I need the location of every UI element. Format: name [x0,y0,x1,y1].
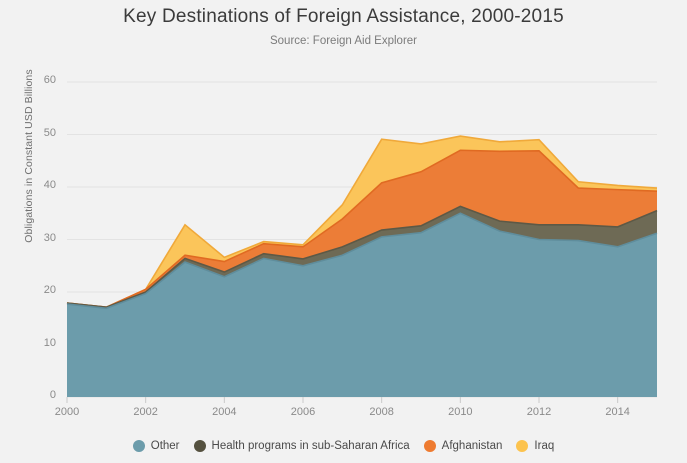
area-outline [66,149,658,309]
legend-item-afghanistan[interactable]: Afghanistan [423,440,503,452]
x-tick-label: 2008 [369,406,394,418]
area-outline [66,205,658,309]
chart-legend: Other Health programs in sub-Saharan Afr… [0,440,687,452]
area-outline [66,212,658,310]
legend-swatch-other [132,440,145,452]
x-tick-label: 2012 [526,406,552,418]
x-tick-label: 2000 [54,406,80,418]
legend-item-other[interactable]: Other [132,440,180,452]
chart-title: Key Destinations of Foreign Assistance, … [123,6,564,27]
x-tick-label: 2014 [605,406,630,418]
legend-swatch-afghanistan [423,440,436,452]
y-tick-label: 30 [43,231,56,244]
x-tick-label: 2006 [290,406,316,418]
y-tick-label: 20 [43,284,56,296]
y-tick-label: 50 [43,126,56,139]
area-outline [66,135,658,309]
y-tick-label: 60 [43,74,56,86]
chart-subtitle: Source: Foreign Aid Explorer [269,35,418,47]
legend-item-iraq[interactable]: Iraq [516,440,554,452]
y-axis-ticks: Obligations in Constant USD Billions 0 10… [10,0,56,458]
legend-label-iraq: Iraq [534,440,555,452]
y-tick-label: 10 [43,336,56,349]
legend-item-health[interactable]: Health programs in sub-Saharan Africa [193,440,410,452]
x-tick-label: 2002 [133,406,158,418]
legend-swatch-health [193,440,206,452]
y-tick-label: 0 [49,389,56,401]
legend-label-other: Other [150,440,180,452]
legend-label-health: Health programs in sub-Saharan Africa [211,440,410,452]
y-tick-label: 40 [43,179,56,191]
x-tick-label: 2004 [212,406,237,418]
area-series-other [67,213,657,397]
x-tick-label: 2010 [448,406,473,418]
legend-label-afghanistan: Afghanistan [441,440,503,452]
legend-swatch-iraq [516,440,529,452]
